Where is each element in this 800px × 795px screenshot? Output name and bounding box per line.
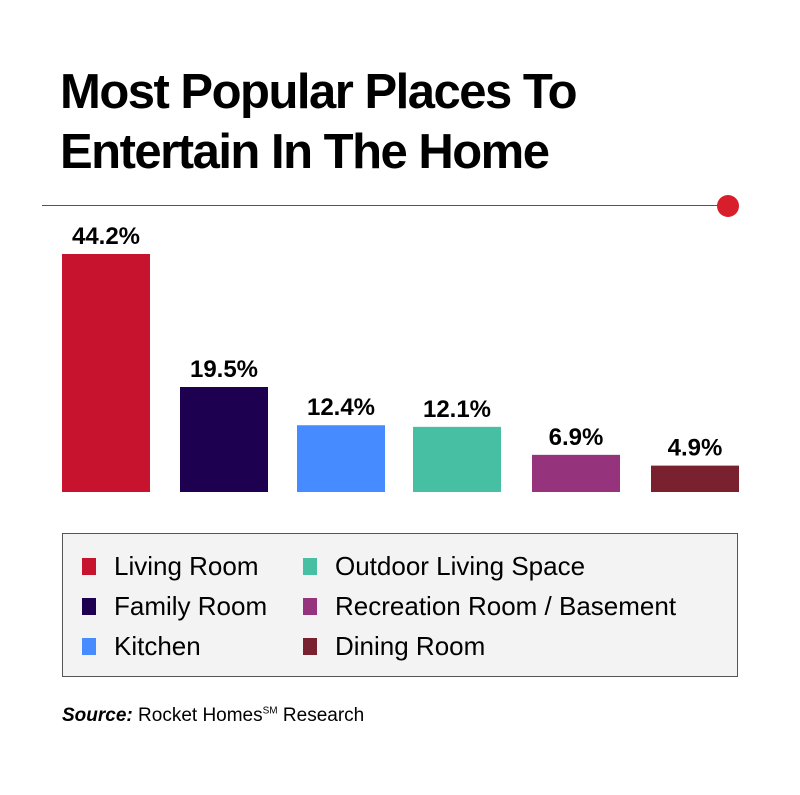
legend-item-kitchen: Kitchen	[82, 629, 201, 663]
legend-swatch	[82, 557, 96, 575]
accent-dot	[717, 195, 739, 217]
legend-item-recreation: Recreation Room / Basement	[303, 589, 676, 623]
source-text: Rocket Homes	[132, 705, 263, 726]
divider-line	[42, 205, 728, 206]
legend-item-living-room: Living Room	[82, 549, 259, 583]
service-mark: SM	[262, 705, 278, 717]
bar-5	[651, 465, 739, 492]
legend-label: Outdoor Living Space	[335, 550, 586, 581]
legend-swatch	[82, 637, 96, 655]
legend-label: Kitchen	[114, 630, 201, 661]
data-label-1: 19.5%	[190, 356, 258, 383]
legend-swatch	[303, 557, 317, 575]
bar-2	[297, 425, 385, 492]
data-label-5: 4.9%	[668, 435, 723, 462]
title-line-1: Most Popular Places To	[60, 65, 578, 119]
bar-0	[62, 254, 150, 492]
bar-3	[413, 426, 501, 492]
bar-chart: 44.2% 19.5% 12.4% 12.1% 6.9% 4.9%	[62, 223, 739, 492]
source-note: Source: Rocket HomesSM Research	[62, 705, 364, 727]
data-label-3: 12.1%	[423, 396, 491, 423]
source-label: Source:	[62, 705, 133, 726]
legend-label: Recreation Room / Basement	[335, 590, 677, 621]
legend-label: Family Room	[114, 590, 268, 621]
bar-4	[532, 454, 620, 492]
data-label-2: 12.4%	[307, 394, 375, 421]
legend: Living Room Family Room Kitchen Outdoor …	[62, 533, 738, 677]
chart-title: Most Popular Places To Entertain In The H…	[60, 62, 578, 182]
legend-swatch	[303, 597, 317, 615]
data-label-0: 44.2%	[72, 223, 140, 250]
legend-label: Dining Room	[335, 630, 486, 661]
data-label-4: 6.9%	[549, 424, 604, 451]
source-suffix: Research	[277, 705, 365, 726]
legend-item-outdoor: Outdoor Living Space	[303, 549, 585, 583]
legend-item-family-room: Family Room	[82, 589, 267, 623]
title-line-2: Entertain In The Home	[60, 125, 550, 179]
legend-swatch	[303, 637, 317, 655]
legend-swatch	[82, 597, 96, 615]
legend-item-dining: Dining Room	[303, 629, 485, 663]
bar-1	[180, 387, 268, 492]
legend-label: Living Room	[114, 550, 259, 581]
